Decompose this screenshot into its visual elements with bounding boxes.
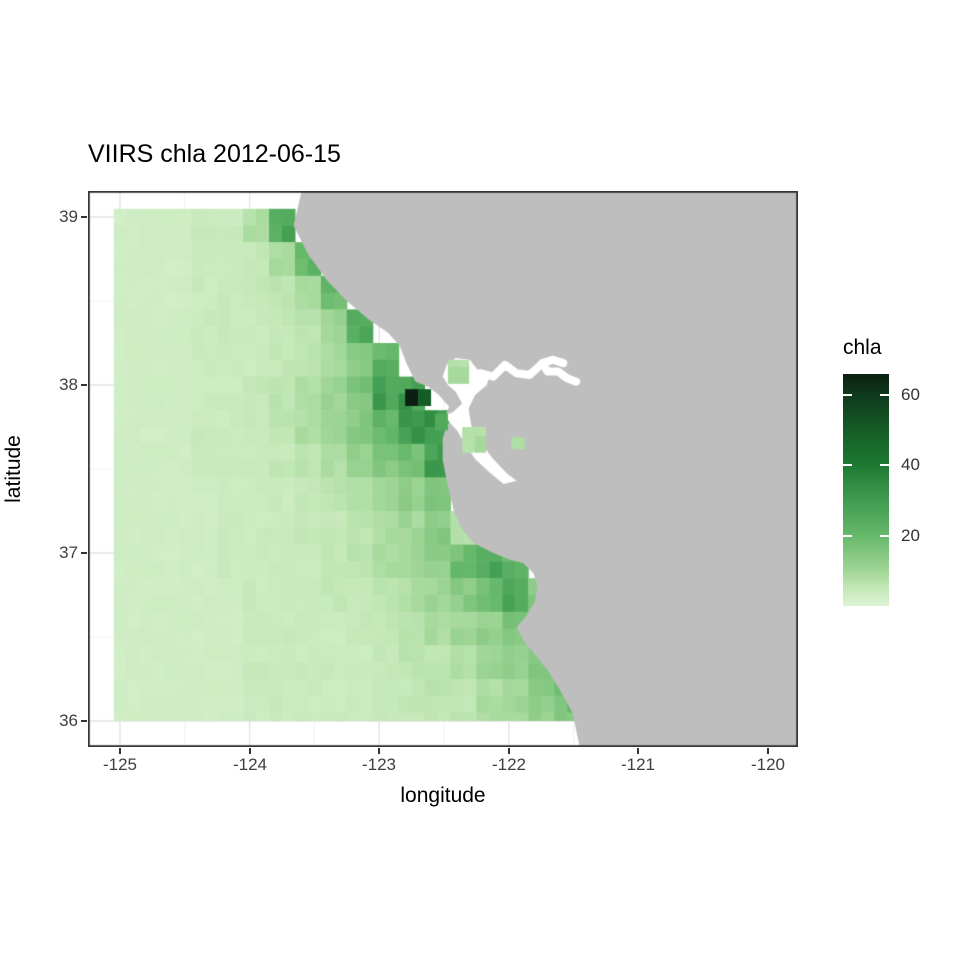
x-tick-label: -125: [102, 755, 138, 774]
x-tick-mark: [767, 748, 769, 754]
y-axis-label: latitude: [2, 435, 25, 503]
x-tick-mark: [119, 748, 121, 754]
y-tick-mark: [81, 384, 87, 386]
x-tick-mark: [637, 748, 639, 754]
y-tick-label: 39: [59, 207, 78, 226]
legend-tick-mark: [880, 464, 889, 466]
x-tick-mark: [378, 748, 380, 754]
x-tick-label: -124: [232, 755, 268, 774]
x-tick-mark: [249, 748, 251, 754]
legend-tick-label: 40: [901, 455, 920, 474]
legend-tick-mark: [843, 464, 852, 466]
legend-tick-label: 60: [901, 385, 920, 404]
legend-tick-mark: [843, 535, 852, 537]
x-tick-label: -122: [491, 755, 527, 774]
y-tick-mark: [81, 552, 87, 554]
y-tick-label: 36: [59, 711, 78, 730]
legend-tick-mark: [880, 535, 889, 537]
x-tick-label: -120: [750, 755, 786, 774]
x-axis-label: longitude: [400, 784, 486, 807]
plot-title: VIIRS chla 2012-06-15: [88, 140, 341, 168]
legend-tick-label: 20: [901, 526, 920, 545]
legend-title: chla: [843, 336, 882, 359]
chla-map-raster: [88, 191, 798, 747]
y-tick-label: 38: [59, 375, 78, 394]
y-tick-mark: [81, 720, 87, 722]
x-tick-mark: [508, 748, 510, 754]
x-tick-label: -121: [620, 755, 656, 774]
legend-tick-mark: [843, 394, 852, 396]
y-tick-mark: [81, 216, 87, 218]
y-tick-label: 37: [59, 543, 78, 562]
legend-tick-mark: [880, 394, 889, 396]
legend: chla 60 40 20: [843, 336, 953, 606]
x-tick-label: -123: [361, 755, 397, 774]
colorbar: 60 40 20: [843, 374, 920, 606]
